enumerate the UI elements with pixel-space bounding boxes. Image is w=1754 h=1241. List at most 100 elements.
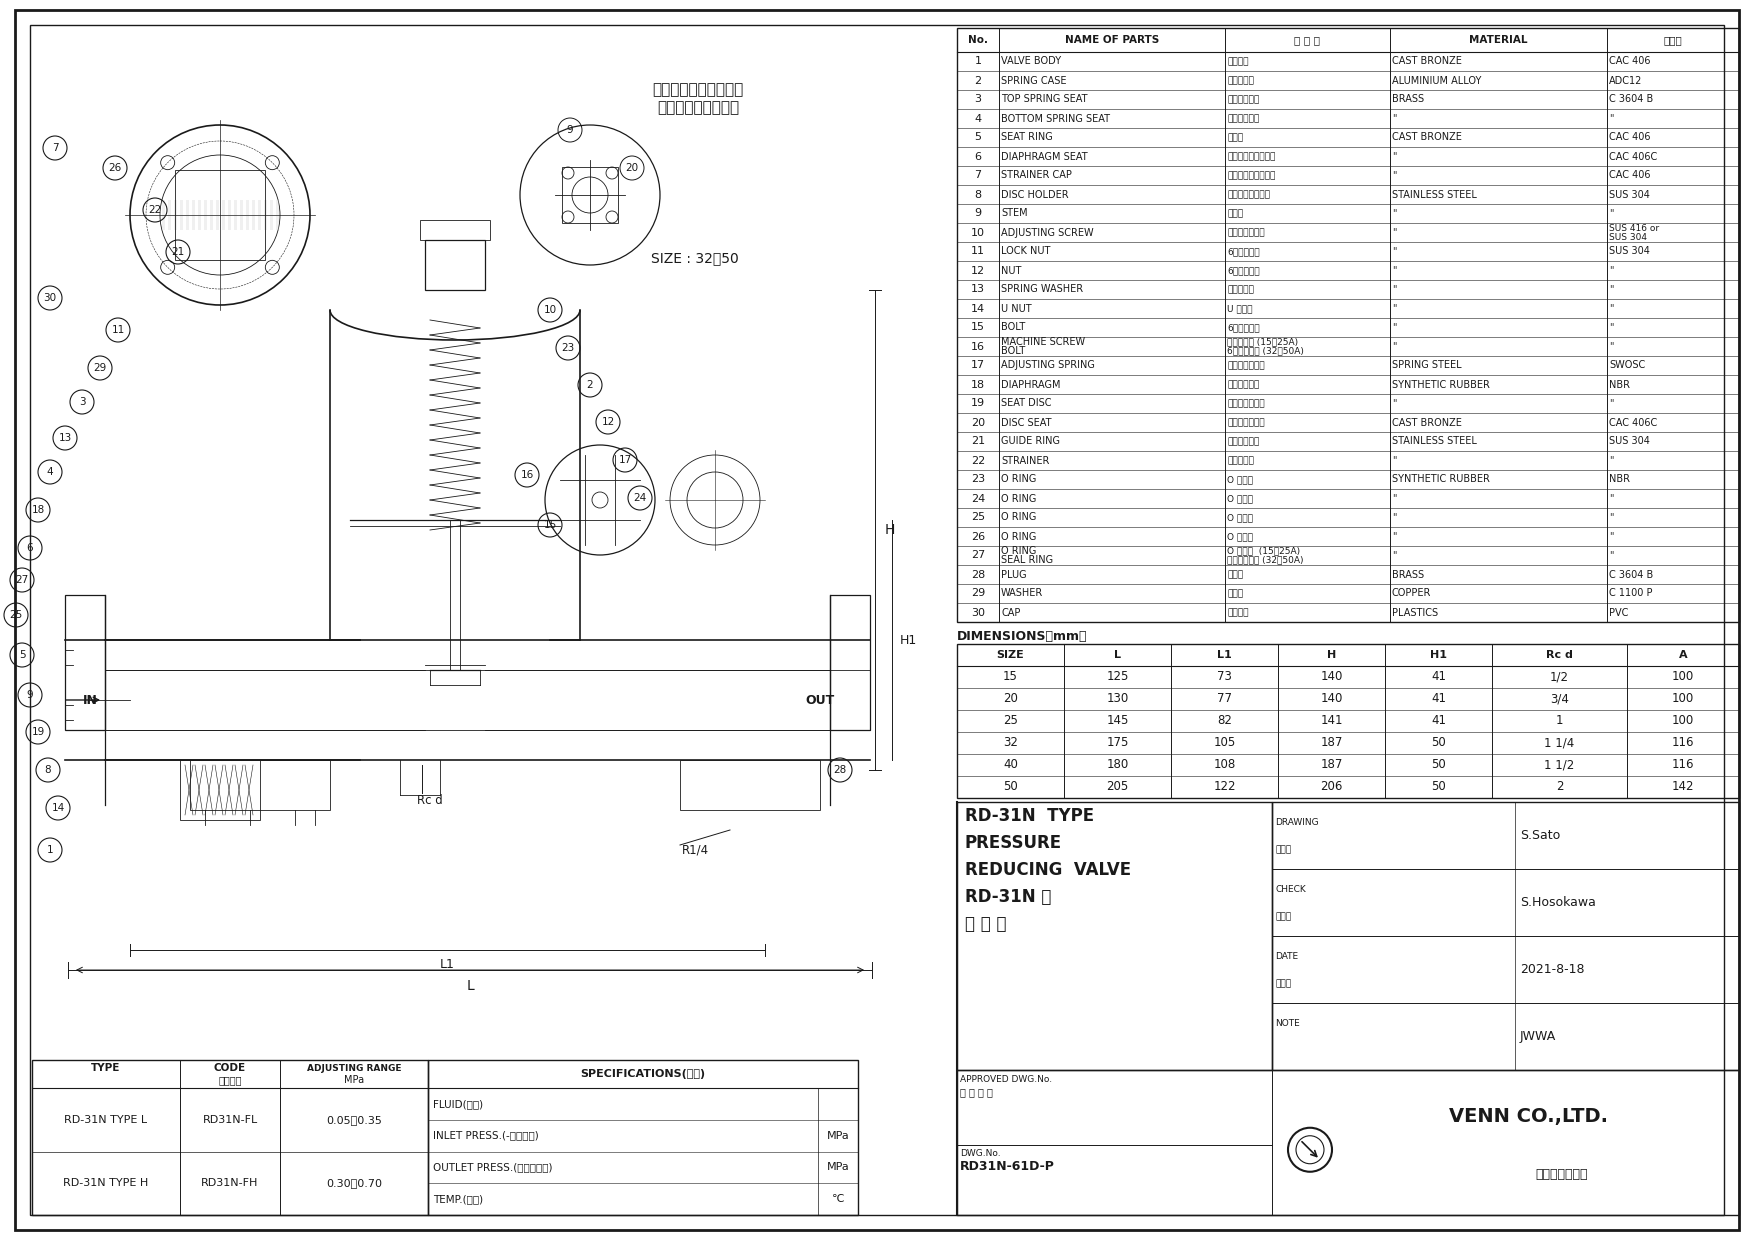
Text: INLET PRESS.(-次側圧力): INLET PRESS.(-次側圧力)	[433, 1131, 538, 1140]
Text: 0.05～0.35: 0.05～0.35	[326, 1114, 382, 1124]
Text: BOTTOM SPRING SEAT: BOTTOM SPRING SEAT	[1002, 113, 1110, 124]
Text: 28: 28	[833, 764, 847, 774]
Bar	[958, 1070, 1738, 1215]
Text: MPa: MPa	[826, 1163, 849, 1173]
Text: WASHER: WASHER	[1002, 588, 1044, 598]
Text: RD-31N  TYPE: RD-31N TYPE	[965, 807, 1094, 825]
Text: ホンタイ: ホンタイ	[1228, 57, 1249, 66]
Text: ": "	[1393, 455, 1396, 465]
Text: バネザガネ: バネザガネ	[1228, 285, 1254, 294]
Text: 125: 125	[1107, 670, 1128, 684]
Text: ADJUSTING SCREW: ADJUSTING SCREW	[1002, 227, 1094, 237]
Text: A: A	[1679, 650, 1687, 660]
Text: No.: No.	[968, 35, 988, 45]
Text: 1/2: 1/2	[1551, 670, 1570, 684]
Text: FLUID(流体): FLUID(流体)	[433, 1098, 482, 1109]
Text: DWG.No.: DWG.No.	[959, 1149, 1000, 1158]
Text: 180: 180	[1107, 758, 1128, 772]
Text: 29: 29	[972, 588, 986, 598]
Text: L1: L1	[1217, 650, 1231, 660]
Text: U ナット: U ナット	[1228, 304, 1252, 313]
Text: ": "	[1393, 284, 1396, 294]
Polygon shape	[198, 200, 202, 230]
Text: SUS 416 or: SUS 416 or	[1608, 223, 1659, 233]
Text: 1: 1	[47, 845, 53, 855]
Text: CAC 406C: CAC 406C	[1608, 417, 1658, 427]
Polygon shape	[275, 200, 279, 230]
Text: 22: 22	[149, 205, 161, 215]
Text: 2: 2	[975, 76, 982, 86]
Text: Rc d: Rc d	[417, 793, 442, 807]
Text: 13: 13	[58, 433, 72, 443]
Text: MATERIAL: MATERIAL	[1470, 35, 1528, 45]
Text: 4: 4	[47, 467, 53, 477]
Text: TEMP.(温度): TEMP.(温度)	[433, 1194, 482, 1204]
Text: 8: 8	[44, 764, 51, 774]
Text: 6カクボルト (32～50A): 6カクボルト (32～50A)	[1228, 346, 1303, 356]
Text: ": "	[1608, 455, 1614, 465]
Text: 6: 6	[26, 544, 33, 553]
Text: 1: 1	[1556, 715, 1563, 727]
Text: ストレーナキャップ: ストレーナキャップ	[1228, 171, 1275, 180]
Text: 5: 5	[19, 650, 25, 660]
Text: 25: 25	[9, 611, 23, 620]
Bar	[424, 240, 486, 290]
Text: 22: 22	[972, 455, 986, 465]
Text: 41: 41	[1431, 692, 1445, 705]
Polygon shape	[240, 200, 244, 230]
Text: 2: 2	[586, 380, 593, 390]
Polygon shape	[253, 200, 254, 230]
Text: 17: 17	[972, 360, 986, 371]
Text: O リング: O リング	[1228, 475, 1252, 484]
Text: NUT: NUT	[1002, 266, 1021, 276]
Text: バネケース: バネケース	[1228, 76, 1254, 84]
Text: O RING: O RING	[1002, 546, 1037, 556]
Text: ": "	[1608, 531, 1614, 541]
Bar	[428, 1060, 858, 1215]
Text: 製　図: 製 図	[1275, 845, 1291, 855]
Text: 50: 50	[1431, 781, 1445, 793]
Text: 24: 24	[633, 493, 647, 503]
Text: ": "	[1393, 266, 1396, 276]
Bar	[1272, 802, 1738, 1070]
Text: 20: 20	[626, 163, 638, 172]
Text: 206: 206	[1321, 781, 1344, 793]
Text: 100: 100	[1672, 715, 1694, 727]
Text: MPa: MPa	[826, 1131, 849, 1140]
Text: 14: 14	[972, 304, 986, 314]
Text: ": "	[1608, 494, 1614, 504]
Text: 9: 9	[975, 208, 982, 218]
Text: 27: 27	[972, 551, 986, 561]
Text: APPROVED DWG.No.: APPROVED DWG.No.	[959, 1075, 1052, 1083]
Text: 11: 11	[111, 325, 125, 335]
Text: H: H	[886, 522, 895, 537]
Polygon shape	[233, 200, 237, 230]
Text: NBR: NBR	[1608, 474, 1629, 484]
Text: ［鯉除去表面処理］: ［鯉除去表面処理］	[658, 101, 738, 115]
Polygon shape	[210, 200, 212, 230]
Text: ステム: ステム	[1228, 208, 1244, 218]
Text: 8: 8	[975, 190, 982, 200]
Text: 9: 9	[26, 690, 33, 700]
Text: RD31N-FL: RD31N-FL	[202, 1114, 258, 1124]
Text: CAST BRONZE: CAST BRONZE	[1393, 417, 1461, 427]
Text: SEAT DISC: SEAT DISC	[1002, 398, 1051, 408]
Text: H: H	[1326, 650, 1337, 660]
Text: チョウセツバネ: チョウセツバネ	[1228, 361, 1265, 370]
Text: 5: 5	[975, 133, 982, 143]
Text: BRASS: BRASS	[1393, 570, 1424, 580]
Text: SIZE : 32～50: SIZE : 32～50	[651, 251, 738, 266]
Text: 株式会社　ベン: 株式会社 ベン	[1535, 1168, 1587, 1181]
Text: ダイヤフラムオサエ: ダイヤフラムオサエ	[1228, 151, 1275, 161]
Text: R1/4: R1/4	[682, 844, 709, 856]
Text: ": "	[1393, 341, 1396, 351]
Text: SWOSC: SWOSC	[1608, 360, 1645, 371]
Text: 25: 25	[1003, 715, 1017, 727]
Text: TOP SPRING SEAT: TOP SPRING SEAT	[1002, 94, 1087, 104]
Text: CAC 406: CAC 406	[1608, 170, 1651, 180]
Text: OUT: OUT	[805, 694, 835, 706]
Text: H1: H1	[1430, 650, 1447, 660]
Text: MPa: MPa	[344, 1075, 365, 1085]
Text: 100: 100	[1672, 670, 1694, 684]
Text: C 1100 P: C 1100 P	[1608, 588, 1652, 598]
